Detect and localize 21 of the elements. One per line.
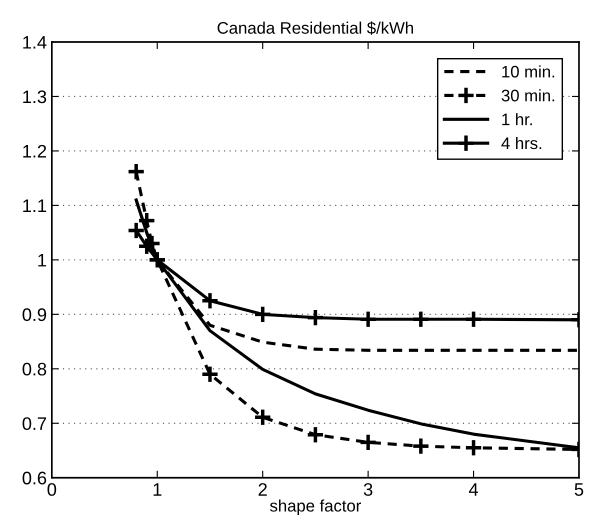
- legend-label: 10 min.: [502, 65, 554, 78]
- legend-label: 1 hr.: [502, 113, 532, 126]
- y-tick-label: 0.6: [22, 472, 46, 484]
- x-tick-label: 3: [364, 483, 372, 496]
- y-tick-label: 1.3: [23, 90, 46, 104]
- x-tick-label: 5: [574, 483, 584, 496]
- x-tick-label: 4: [468, 483, 478, 496]
- x-tick-label: 0: [48, 483, 56, 496]
- y-tick-label: 0.9: [22, 308, 46, 322]
- x-tick-label: 2: [258, 483, 267, 496]
- x-axis-title: shape factor: [270, 499, 361, 515]
- y-tick-label: 0.8: [22, 362, 46, 376]
- y-tick-label: 1: [38, 254, 46, 266]
- legend-label: 30 min.: [502, 89, 554, 102]
- chart-title: Canada Residential $/kWh: [218, 21, 413, 35]
- y-tick-label: 1.2: [23, 144, 46, 158]
- legend-label: 4 hrs.: [501, 136, 542, 150]
- y-tick-label: 0.7: [22, 417, 46, 430]
- x-tick-label: 1: [154, 483, 162, 496]
- y-tick-label: 1.1: [23, 200, 46, 212]
- y-tick-label: 1.4: [23, 36, 46, 49]
